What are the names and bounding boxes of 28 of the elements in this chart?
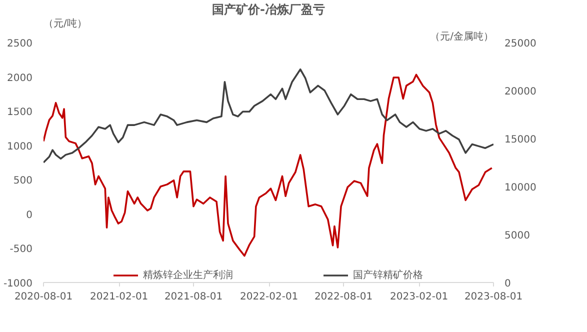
x-tick-label: 2021-08-01 bbox=[164, 292, 223, 302]
x-tick-label: 2022-08-01 bbox=[314, 292, 373, 302]
line-series bbox=[44, 68, 494, 164]
y-tick-label: -1000 bbox=[3, 278, 33, 290]
y2-tick-label: 10000 bbox=[504, 182, 536, 194]
y-tick-label: 0 bbox=[26, 210, 33, 221]
x-tick-label: 2021-02-01 bbox=[90, 292, 148, 302]
y-tick-label: 1000 bbox=[7, 141, 33, 152]
chart-title: 国产矿价-冶炼厂盈亏 bbox=[212, 2, 325, 16]
legend-label: 国产锌精矿价格 bbox=[353, 268, 423, 282]
y2-tick-label: 20000 bbox=[504, 86, 536, 98]
y2-tick-label: 25000 bbox=[504, 38, 536, 50]
x-tick-label: 2022-02-01 bbox=[240, 292, 298, 302]
y-tick-label: -500 bbox=[10, 244, 33, 256]
x-tick-label: 2023-02-01 bbox=[390, 292, 448, 302]
x-tick-label: 2020-08-01 bbox=[14, 292, 73, 302]
y2-tick-label: 0 bbox=[504, 278, 511, 290]
line-series bbox=[44, 74, 493, 257]
y2-axis-title: （元/金属吨） bbox=[430, 30, 494, 42]
y2-tick-label: 15000 bbox=[504, 134, 536, 146]
x-tick-label: 2023-08-01 bbox=[464, 292, 523, 302]
y-axis-title: （元/吨） bbox=[44, 18, 87, 30]
y2-tick-label: 5000 bbox=[504, 230, 530, 242]
legend-label: 精炼锌企业生产利润 bbox=[143, 268, 233, 282]
y-tick-label: 2500 bbox=[7, 38, 33, 50]
y-tick-label: 1500 bbox=[7, 107, 33, 118]
y-tick-label: 500 bbox=[13, 176, 33, 187]
y-tick-label: 2000 bbox=[7, 72, 33, 84]
